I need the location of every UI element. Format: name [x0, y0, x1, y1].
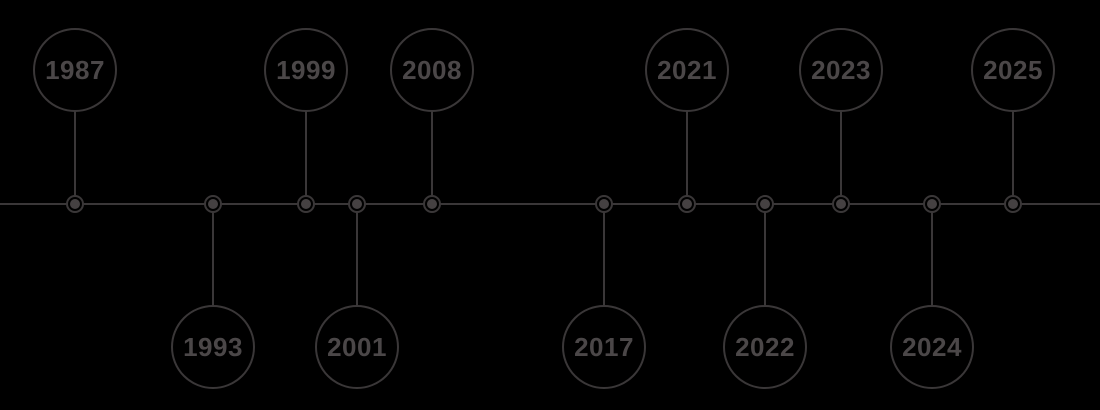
timeline-node — [423, 195, 441, 213]
timeline-node — [832, 195, 850, 213]
year-label: 2022 — [735, 331, 795, 362]
timeline-node — [297, 195, 315, 213]
timeline-node-dot — [208, 199, 218, 209]
milestone-connector — [74, 110, 76, 204]
milestone-connector — [356, 204, 358, 307]
year-label: 2021 — [657, 54, 717, 85]
year-bubble: 2024 — [890, 305, 974, 389]
year-bubble: 2025 — [971, 28, 1055, 112]
year-label: 1987 — [45, 54, 105, 85]
year-bubble: 1999 — [264, 28, 348, 112]
timeline-node — [204, 195, 222, 213]
timeline-node — [1004, 195, 1022, 213]
milestone-connector — [1012, 110, 1014, 204]
timeline-node-dot — [682, 199, 692, 209]
timeline-node — [678, 195, 696, 213]
timeline-node-dot — [70, 199, 80, 209]
year-bubble: 2022 — [723, 305, 807, 389]
year-bubble: 1993 — [171, 305, 255, 389]
timeline-node — [348, 195, 366, 213]
milestone-connector — [212, 204, 214, 307]
milestone-connector — [431, 110, 433, 204]
timeline-node-dot — [352, 199, 362, 209]
timeline-node-dot — [760, 199, 770, 209]
milestone-connector — [305, 110, 307, 204]
timeline-node-dot — [301, 199, 311, 209]
year-label: 2017 — [574, 331, 634, 362]
year-label: 2008 — [402, 54, 462, 85]
milestone-connector — [764, 204, 766, 307]
year-label: 2025 — [983, 54, 1043, 85]
milestone-connector — [686, 110, 688, 204]
timeline-node-dot — [1008, 199, 1018, 209]
timeline-node-dot — [927, 199, 937, 209]
timeline-node-dot — [836, 199, 846, 209]
year-bubble: 1987 — [33, 28, 117, 112]
year-label: 1993 — [183, 331, 243, 362]
timeline-node-dot — [427, 199, 437, 209]
milestone-connector — [931, 204, 933, 307]
milestone-connector — [603, 204, 605, 307]
timeline-node — [756, 195, 774, 213]
timeline-node — [66, 195, 84, 213]
timeline-node-dot — [599, 199, 609, 209]
year-label: 1999 — [276, 54, 336, 85]
timeline-node — [595, 195, 613, 213]
year-bubble: 2001 — [315, 305, 399, 389]
year-label: 2023 — [811, 54, 871, 85]
timeline-node — [923, 195, 941, 213]
year-bubble: 2008 — [390, 28, 474, 112]
year-bubble: 2023 — [799, 28, 883, 112]
year-label: 2024 — [902, 331, 962, 362]
year-bubble: 2017 — [562, 305, 646, 389]
year-bubble: 2021 — [645, 28, 729, 112]
milestone-connector — [840, 110, 842, 204]
timeline-axis — [0, 203, 1100, 205]
year-label: 2001 — [327, 331, 387, 362]
